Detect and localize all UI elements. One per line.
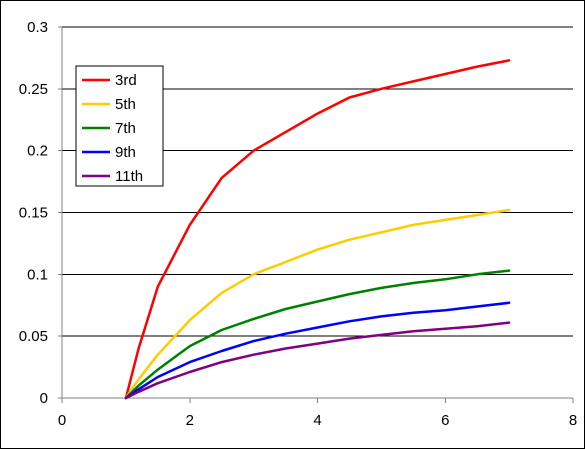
y-tick-label: 0.2 bbox=[27, 143, 48, 160]
series-line-7th bbox=[124, 269, 511, 400]
x-tick-label: 8 bbox=[569, 412, 577, 429]
x-tick-label: 4 bbox=[313, 412, 321, 429]
x-tick-label: 2 bbox=[186, 412, 194, 429]
series-line-11th bbox=[124, 321, 511, 400]
y-tick-label: 0.15 bbox=[19, 205, 48, 222]
x-tick-label: 6 bbox=[441, 412, 449, 429]
y-tick-label: 0 bbox=[40, 390, 48, 407]
legend-label: 3rd bbox=[115, 72, 137, 89]
y-tick-label: 0.1 bbox=[27, 266, 48, 283]
y-tick-label: 0.3 bbox=[27, 19, 48, 36]
series-line-9th bbox=[124, 301, 511, 400]
legend-label: 9th bbox=[115, 144, 136, 161]
y-tick-label: 0.25 bbox=[19, 81, 48, 98]
x-tick-label: 0 bbox=[58, 412, 66, 429]
y-tick-label: 0.05 bbox=[19, 328, 48, 345]
legend-box bbox=[75, 65, 164, 187]
legend-label: 7th bbox=[115, 120, 136, 137]
legend-label: 5th bbox=[115, 96, 136, 113]
series-line-3rd bbox=[124, 59, 511, 400]
legend-label: 11th bbox=[115, 168, 143, 185]
series-line-5th bbox=[124, 208, 511, 400]
